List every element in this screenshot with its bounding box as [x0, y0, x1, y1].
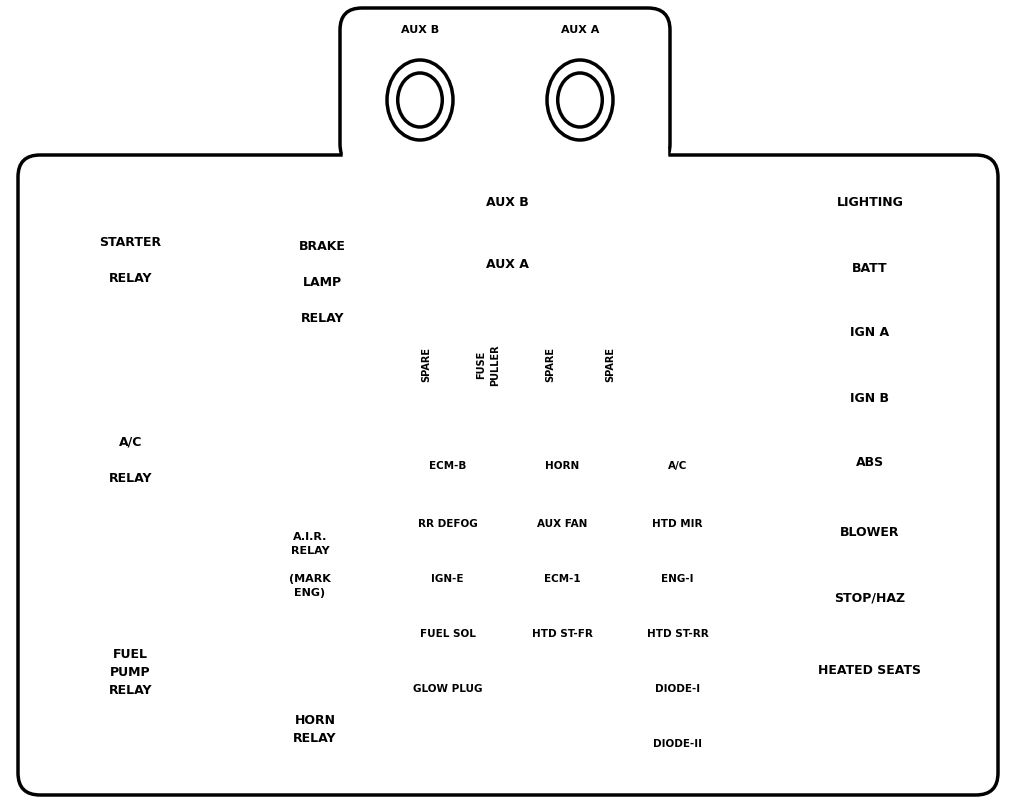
- Text: BATT: BATT: [852, 261, 888, 274]
- Text: AUX B: AUX B: [486, 195, 529, 208]
- FancyBboxPatch shape: [245, 473, 375, 658]
- Text: AUX A: AUX A: [486, 258, 529, 271]
- Text: DIODE-I: DIODE-I: [655, 684, 700, 694]
- Text: FUSE
PULLER: FUSE PULLER: [476, 344, 500, 386]
- FancyBboxPatch shape: [38, 375, 223, 545]
- Text: FUEL SOL: FUEL SOL: [420, 629, 475, 639]
- FancyBboxPatch shape: [340, 8, 670, 166]
- Text: HTD ST-RR: HTD ST-RR: [647, 629, 709, 639]
- FancyBboxPatch shape: [18, 155, 998, 795]
- FancyBboxPatch shape: [760, 645, 980, 695]
- Text: ENG-I: ENG-I: [661, 574, 694, 584]
- Text: FUEL
PUMP
RELAY: FUEL PUMP RELAY: [109, 648, 153, 697]
- Text: AUX B: AUX B: [401, 25, 439, 35]
- FancyBboxPatch shape: [524, 305, 576, 425]
- Text: HTD ST-FR: HTD ST-FR: [532, 629, 593, 639]
- FancyBboxPatch shape: [625, 500, 730, 548]
- Text: STOP/HAZ: STOP/HAZ: [834, 591, 905, 604]
- Text: SPARE: SPARE: [545, 347, 555, 383]
- Text: SPARE: SPARE: [605, 347, 615, 383]
- Text: AUX A: AUX A: [560, 25, 599, 35]
- Text: A/C: A/C: [668, 461, 687, 471]
- FancyBboxPatch shape: [760, 178, 980, 228]
- FancyBboxPatch shape: [625, 665, 730, 713]
- FancyBboxPatch shape: [760, 243, 980, 293]
- Ellipse shape: [387, 60, 453, 140]
- FancyBboxPatch shape: [510, 610, 615, 658]
- Text: DIODE-II: DIODE-II: [653, 739, 702, 749]
- FancyBboxPatch shape: [245, 678, 385, 780]
- Text: STARTER

RELAY: STARTER RELAY: [100, 235, 162, 285]
- FancyBboxPatch shape: [760, 573, 980, 623]
- FancyBboxPatch shape: [510, 442, 615, 490]
- FancyBboxPatch shape: [395, 555, 500, 603]
- Text: ABS: ABS: [856, 457, 884, 470]
- FancyBboxPatch shape: [625, 555, 730, 603]
- Text: LIGHTING: LIGHTING: [837, 196, 903, 209]
- Ellipse shape: [557, 73, 602, 127]
- Text: HTD MIR: HTD MIR: [652, 519, 703, 529]
- Ellipse shape: [547, 60, 613, 140]
- Text: HORN
RELAY: HORN RELAY: [293, 714, 337, 744]
- FancyBboxPatch shape: [395, 720, 500, 768]
- Text: HORN: HORN: [545, 461, 580, 471]
- FancyBboxPatch shape: [462, 305, 514, 425]
- Text: SPARE: SPARE: [421, 347, 431, 383]
- FancyBboxPatch shape: [38, 570, 223, 775]
- FancyBboxPatch shape: [38, 175, 223, 345]
- Text: A.I.R.
RELAY

(MARK
ENG): A.I.R. RELAY (MARK ENG): [289, 533, 331, 599]
- FancyBboxPatch shape: [760, 508, 980, 558]
- FancyBboxPatch shape: [400, 178, 615, 226]
- FancyBboxPatch shape: [400, 240, 615, 288]
- FancyBboxPatch shape: [584, 305, 636, 425]
- Text: BLOWER: BLOWER: [840, 526, 900, 539]
- FancyBboxPatch shape: [395, 610, 500, 658]
- FancyBboxPatch shape: [760, 438, 980, 488]
- FancyBboxPatch shape: [395, 500, 500, 548]
- Ellipse shape: [398, 73, 442, 127]
- Text: BRAKE

LAMP

RELAY: BRAKE LAMP RELAY: [299, 240, 346, 325]
- FancyBboxPatch shape: [245, 175, 400, 390]
- FancyBboxPatch shape: [625, 720, 730, 768]
- FancyBboxPatch shape: [400, 305, 452, 425]
- FancyBboxPatch shape: [510, 720, 615, 768]
- FancyBboxPatch shape: [510, 500, 615, 548]
- Text: A/C

RELAY: A/C RELAY: [109, 436, 153, 484]
- FancyBboxPatch shape: [510, 555, 615, 603]
- Text: IGN A: IGN A: [850, 327, 890, 340]
- Text: AUX FAN: AUX FAN: [537, 519, 588, 529]
- Text: ECM-B: ECM-B: [429, 461, 466, 471]
- Text: RR DEFOG: RR DEFOG: [418, 519, 477, 529]
- Text: ECM-1: ECM-1: [544, 574, 581, 584]
- FancyBboxPatch shape: [245, 408, 365, 456]
- FancyBboxPatch shape: [625, 610, 730, 658]
- FancyBboxPatch shape: [510, 665, 615, 713]
- Text: GLOW PLUG: GLOW PLUG: [413, 684, 482, 694]
- FancyBboxPatch shape: [395, 665, 500, 713]
- Text: HEATED SEATS: HEATED SEATS: [819, 663, 921, 676]
- FancyBboxPatch shape: [395, 442, 500, 490]
- Text: IGN B: IGN B: [850, 392, 890, 405]
- FancyBboxPatch shape: [625, 442, 730, 490]
- FancyBboxPatch shape: [760, 308, 980, 358]
- Text: IGN-E: IGN-E: [431, 574, 464, 584]
- FancyBboxPatch shape: [760, 373, 980, 423]
